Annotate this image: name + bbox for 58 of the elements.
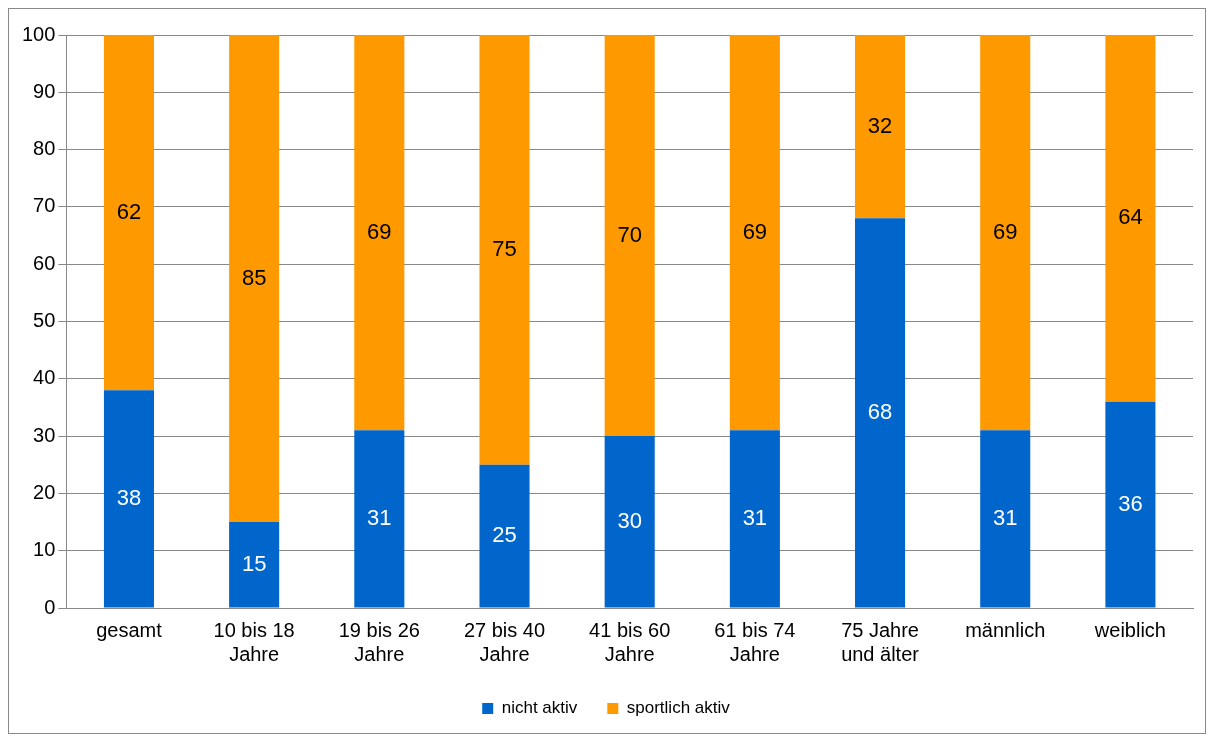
y-tick-label: 30: [33, 423, 56, 446]
bar: [229, 35, 280, 523]
x-tick-label: 10 bis 18 Jahre: [213, 618, 295, 665]
y-tick-label: 90: [33, 79, 56, 102]
y-tick-label: 60: [33, 251, 56, 274]
bar: [604, 35, 655, 437]
bar: [729, 35, 780, 431]
bar: [729, 430, 780, 608]
bar: [229, 522, 280, 608]
y-tick-label: 80: [33, 137, 56, 160]
y-tick-label: 70: [33, 194, 56, 217]
bar: [855, 35, 906, 219]
bar: [980, 430, 1031, 608]
bar: [1105, 35, 1156, 402]
y-tick-label: 0: [44, 595, 56, 618]
y-tick-label: 20: [33, 480, 56, 503]
data-label: 69: [992, 218, 1018, 244]
x-tick-label: 19 bis 26 Jahre: [338, 618, 420, 665]
bar: [1105, 401, 1156, 608]
data-label: 32: [867, 112, 893, 138]
data-label: 62: [116, 198, 142, 224]
data-label: 31: [367, 505, 392, 530]
x-tick-label: 75 Jahre und älter: [841, 618, 920, 665]
bar: [103, 35, 154, 391]
data-label: 31: [992, 505, 1018, 530]
legend-label: nicht aktiv: [501, 698, 578, 718]
data-label: 38: [116, 484, 142, 510]
bar: [855, 218, 906, 608]
bar: [479, 35, 530, 465]
x-tick-label: weiblich: [1093, 618, 1166, 641]
x-tick-label: 27 bis 40 Jahre: [463, 618, 546, 665]
data-label: 75: [492, 235, 517, 261]
bar: [354, 430, 405, 608]
x-tick-label: männlich: [965, 618, 1046, 641]
bar: [479, 464, 530, 608]
bar: [604, 436, 655, 608]
data-label: 31: [742, 505, 768, 530]
data-label: 69: [367, 218, 392, 244]
x-tick-label: 61 bis 74 Jahre: [714, 618, 796, 665]
bar: [103, 390, 154, 608]
x-tick-label: 41 bis 60 Jahre: [589, 618, 671, 665]
data-label: 25: [492, 522, 517, 548]
data-label: 68: [867, 398, 893, 424]
data-label: 69: [742, 218, 768, 244]
bar: [980, 35, 1031, 431]
y-tick-label: 100: [21, 22, 56, 45]
y-tick-label: 10: [33, 538, 56, 561]
data-label: 30: [617, 507, 642, 533]
bar: [354, 35, 405, 431]
data-label: 85: [241, 264, 267, 290]
y-tick-label: 40: [33, 366, 56, 389]
legend-label: sportlich aktiv: [626, 698, 731, 718]
data-label: 70: [617, 221, 642, 247]
y-tick-label: 50: [33, 309, 56, 332]
data-label: 64: [1118, 204, 1143, 230]
x-tick-label: gesamt: [96, 618, 163, 641]
data-label: 36: [1118, 490, 1143, 516]
data-label: 15: [241, 550, 267, 576]
